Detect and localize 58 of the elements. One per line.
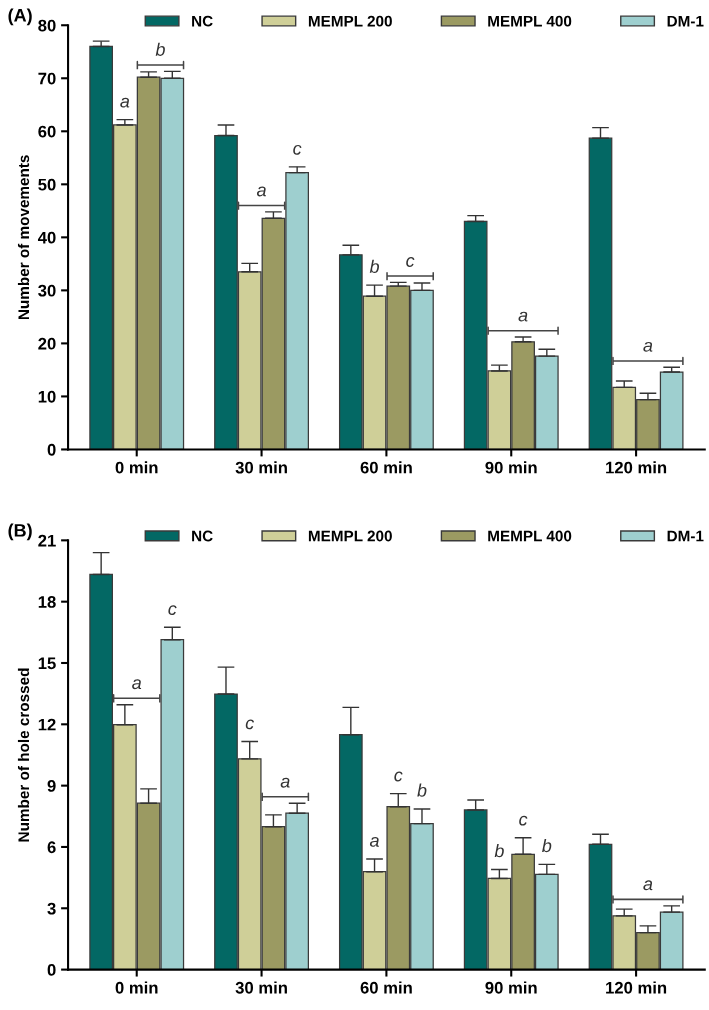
y-axis-title: Number of movements <box>17 155 30 320</box>
legend-label: MEMPL 200 <box>308 15 392 27</box>
y-tick-label: 70 <box>38 72 56 85</box>
x-tick-label: 90 min <box>485 461 537 474</box>
annotation: a <box>280 777 290 788</box>
legend-label: DM-1 <box>667 530 704 542</box>
annotation: c <box>293 144 302 155</box>
legend-label: DM-1 <box>667 15 704 27</box>
annotation: a <box>256 186 266 197</box>
annotation: c <box>245 719 255 730</box>
annotation: b <box>417 783 427 797</box>
x-tick-label: 60 min <box>360 981 412 994</box>
annotation: c <box>168 605 177 616</box>
x-tick-label: 60 min <box>360 461 412 474</box>
chart-title: (B) <box>8 523 32 541</box>
annotation: b <box>155 42 165 56</box>
legend-label: MEMPL 400 <box>488 15 572 27</box>
annotation: a <box>132 679 142 690</box>
y-tick-label: 50 <box>38 178 56 191</box>
y-tick-label: 18 <box>38 596 56 608</box>
y-tick-label: 0 <box>47 443 56 456</box>
y-tick-label: 20 <box>38 337 56 350</box>
y-tick-label: 12 <box>38 718 56 731</box>
annotation: b <box>542 838 552 853</box>
annotation: c <box>519 815 528 826</box>
y-tick-label: 80 <box>38 19 56 32</box>
annotation: a <box>369 836 379 847</box>
y-axis-title: Number of hole crossed <box>17 668 30 842</box>
annotation: b <box>369 259 380 274</box>
annotation: c <box>406 257 415 267</box>
x-tick-label: 90 min <box>485 981 537 994</box>
annotation: a <box>120 97 130 108</box>
x-tick-label: 120 min <box>606 981 667 994</box>
annotation: c <box>394 771 403 782</box>
y-tick-label: 9 <box>47 780 56 792</box>
x-tick-label: 30 min <box>235 981 287 994</box>
annotation: a <box>643 880 653 891</box>
y-tick-label: 15 <box>38 657 56 670</box>
y-tick-label: 60 <box>38 125 56 138</box>
x-tick-label: 30 min <box>235 461 287 474</box>
y-tick-label: 40 <box>37 231 56 244</box>
annotation: a <box>643 341 653 352</box>
y-tick-label: 10 <box>38 390 56 403</box>
legend-label: NC <box>192 15 213 27</box>
y-tick-label: 30 <box>38 284 56 297</box>
y-tick-label: 21 <box>38 534 56 547</box>
y-tick-label: 6 <box>47 841 56 854</box>
legend-label: NC <box>192 530 213 542</box>
x-tick-label: 0 min <box>115 461 158 474</box>
annotation: a <box>518 311 528 322</box>
y-tick-label: 3 <box>47 902 56 915</box>
x-tick-label: 120 min <box>606 461 667 474</box>
legend-label: MEMPL 200 <box>308 530 392 542</box>
y-tick-label: 0 <box>47 964 56 976</box>
legend-label: MEMPL 400 <box>488 530 572 542</box>
chart-title: (A) <box>8 8 32 26</box>
x-tick-label: 0 min <box>115 981 158 994</box>
annotation: b <box>494 844 504 858</box>
